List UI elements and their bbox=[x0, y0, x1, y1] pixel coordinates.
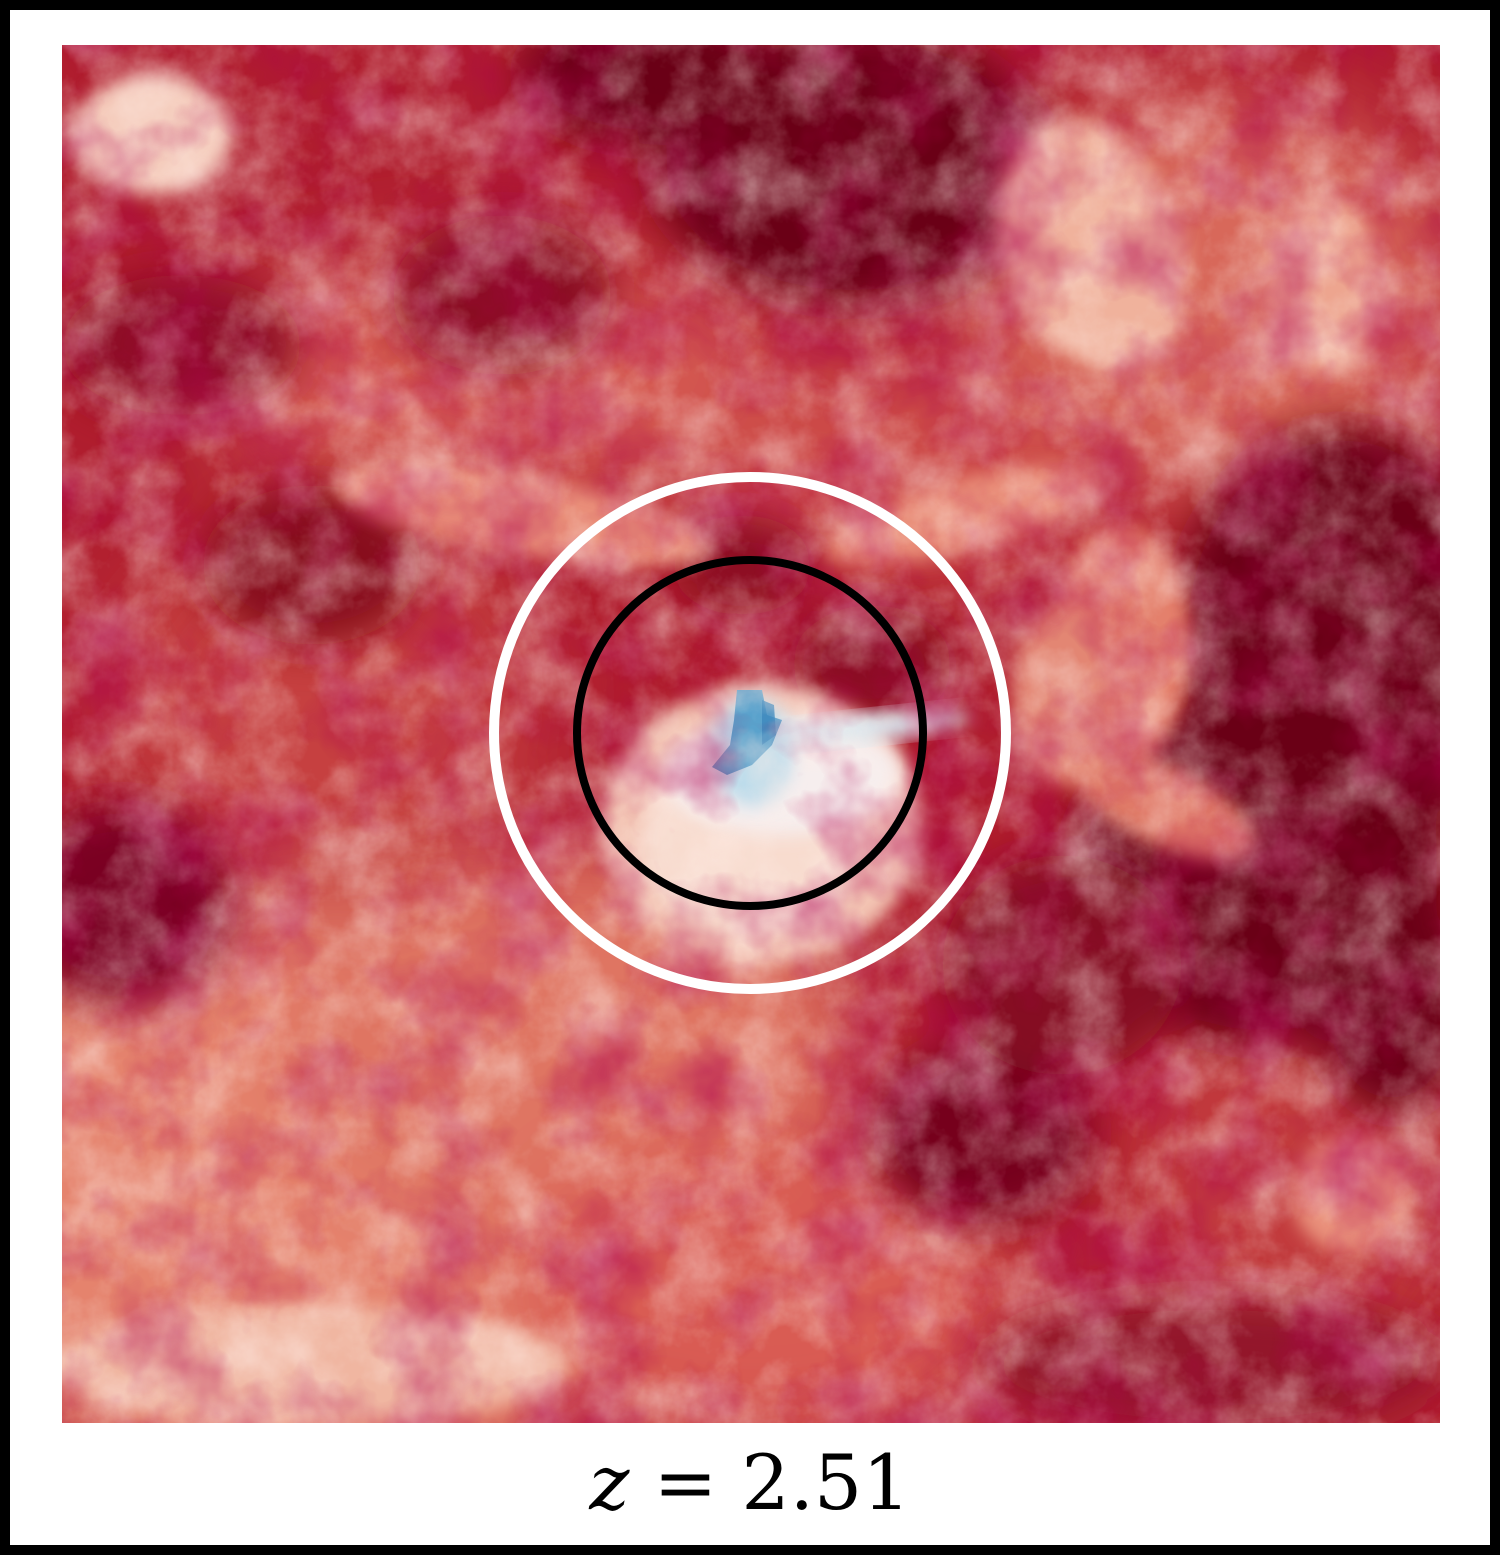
redshift-value: 2.51 bbox=[741, 1438, 911, 1527]
projection-map-image bbox=[62, 45, 1440, 1423]
inner-circle-marker bbox=[573, 556, 927, 910]
field-texture-dark bbox=[62, 45, 1440, 1423]
redshift-label: z = 2.51 bbox=[0, 1438, 1500, 1528]
projection-map bbox=[62, 45, 1440, 1423]
redshift-variable: z bbox=[589, 1438, 630, 1527]
redshift-operator: = bbox=[653, 1438, 718, 1527]
outer-circle-marker bbox=[489, 472, 1011, 994]
